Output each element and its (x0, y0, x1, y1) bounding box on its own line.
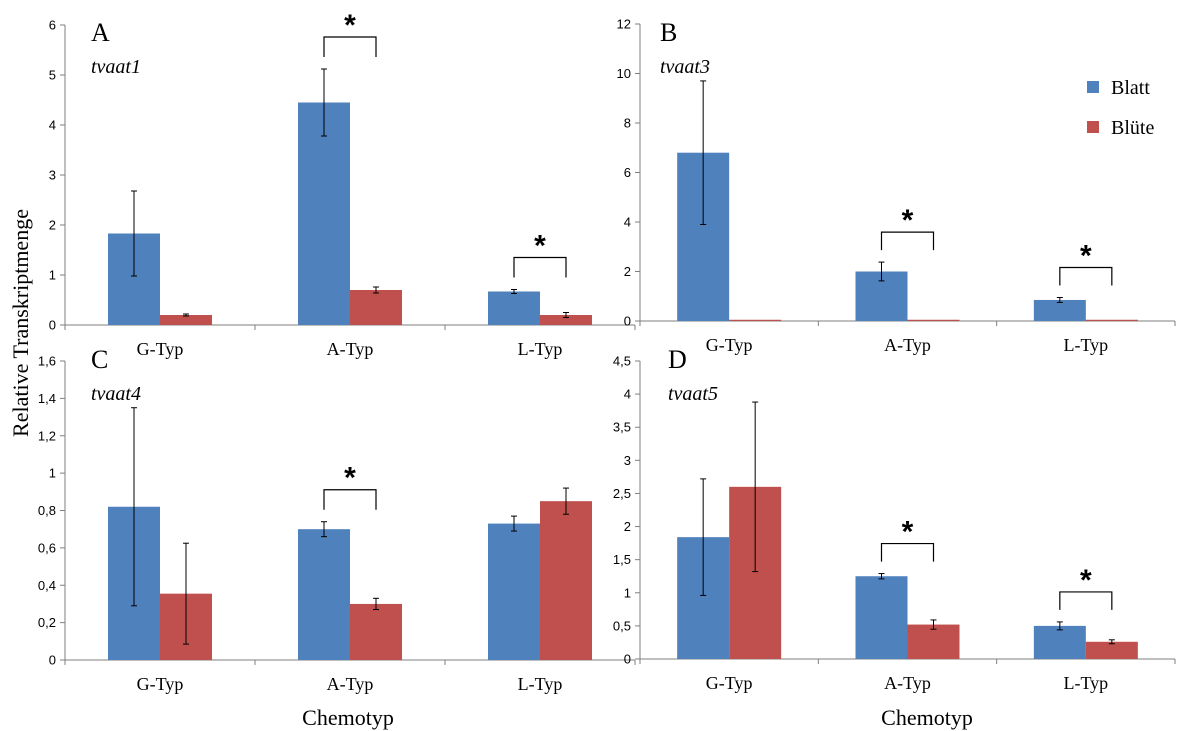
panel-c-gene: tvaat4 (91, 383, 141, 405)
panel-b-gene: tvaat3 (660, 56, 710, 78)
panel-c-significance-bracket (323, 489, 377, 510)
panel-b-ytick-label: 2 (624, 264, 631, 279)
panel-a-ytick-label: 3 (49, 168, 56, 183)
panel-c-ytick-label: 1 (49, 466, 56, 481)
x-axis-title-right: Chemotyp (881, 705, 973, 730)
panel-b-significance-bracket (1059, 266, 1113, 286)
panel-d-significance-star: * (902, 516, 914, 549)
panel-a-significance-bracket (513, 256, 567, 278)
panel-a-bar-blatt (298, 102, 350, 325)
panel-b-ytick-label: 12 (617, 17, 631, 32)
legend-label-blatt: Blatt (1111, 77, 1150, 99)
panel-a-category-label: A-Typ (327, 339, 374, 359)
panel-b-category-label: G-Typ (706, 335, 753, 355)
panel-c-ytick-label: 0,8 (38, 503, 56, 518)
panel-a-bar-bluete (350, 290, 402, 325)
panel-d-bar-blatt (1033, 625, 1086, 659)
panel-c: C tvaat4 0 0,2 0,4 0,6 0,8 1 1,2 1,4 1,6 G-Typ A-T… (38, 345, 636, 694)
panel-b-category-label: L-Typ (1063, 335, 1108, 355)
panel-b-ytick-label: 4 (624, 215, 631, 230)
panel-d-letter: D (668, 345, 687, 374)
panel-b-category-label: A-Typ (884, 335, 931, 355)
panel-d-ytick-label: 2,5 (613, 486, 631, 501)
panel-d-ytick-label: 4,5 (613, 354, 631, 369)
panel-c-category-label: G-Typ (137, 674, 184, 694)
panel-d-category-label: G-Typ (706, 673, 753, 693)
panel-b-ytick-label: 10 (617, 66, 631, 81)
panel-a-gene: tvaat1 (91, 56, 141, 78)
panel-d-significance-bracket (1059, 591, 1113, 610)
panel-c-ytick-label: 0,2 (38, 615, 56, 630)
panel-c-significance-star: * (344, 462, 356, 495)
panel-a-bar-bluete (540, 315, 592, 325)
panel-a-significance-star: * (534, 230, 546, 263)
panel-b-significance-star: * (1080, 239, 1092, 272)
panel-d-gene: tvaat5 (668, 383, 718, 405)
panel-b: B tvaat3 0 2 4 6 8 10 12 G-Typ A-Typ L-Typ * * (617, 17, 1176, 355)
panel-d-significance-bracket (880, 542, 935, 562)
panel-c-bar-blatt (298, 529, 350, 660)
legend-label-bluete: Blüte (1111, 117, 1154, 139)
panel-c-ytick-label: 1,2 (38, 428, 56, 443)
panel-b-letter: B (660, 18, 677, 47)
panel-d-ytick-label: 0,5 (613, 618, 631, 633)
panel-d-bar-bluete (1085, 641, 1138, 659)
panel-c-ytick-label: 0 (49, 653, 56, 668)
panel-c-bar-bluete (350, 603, 402, 660)
panel-d-category-label: A-Typ (884, 673, 931, 693)
panel-d-category-label: L-Typ (1063, 673, 1108, 693)
panel-b-ytick-label: 8 (624, 116, 631, 131)
legend-swatch-blatt (1087, 81, 1099, 93)
panel-a-letter: A (91, 18, 110, 47)
panel-d-ytick-label: 0 (624, 652, 631, 667)
panel-b-bar-bluete (1085, 319, 1138, 321)
panel-b-bar-blatt (1033, 299, 1086, 321)
panel-c-letter: C (91, 345, 108, 374)
panel-d-ytick-label: 1,5 (613, 552, 631, 567)
panel-a-ytick-label: 0 (49, 318, 56, 333)
legend: Blatt Blüte (1087, 77, 1154, 139)
panel-c-bar-blatt (488, 523, 540, 660)
panel-c-bar-bluete (540, 501, 592, 660)
panel-a-ytick-label: 6 (49, 18, 56, 33)
panel-a-category-label: G-Typ (137, 339, 184, 359)
panel-d-ytick-label: 2 (624, 519, 631, 534)
panel-a-ytick-label: 4 (49, 118, 56, 133)
panel-d-bar-blatt (855, 576, 908, 659)
panel-b-ytick-label: 0 (624, 314, 631, 329)
panel-c-ytick-label: 1,6 (38, 354, 56, 369)
panel-d-ytick-label: 4 (624, 387, 631, 402)
panel-d: D tvaat5 0 0,5 1 1,5 2 2,5 3 3,5 4 4,5 G-Typ A-Typ L… (613, 345, 1176, 693)
panel-a-ytick-label: 5 (49, 68, 56, 83)
panel-c-ytick-label: 1,4 (38, 391, 56, 406)
panel-c-category-label: L-Typ (518, 674, 563, 694)
y-axis-title: Relative Transkriptmenge (8, 209, 33, 437)
panel-d-significance-star: * (1080, 564, 1092, 597)
legend-swatch-bluete (1087, 121, 1099, 133)
panel-a-significance-star: * (344, 9, 356, 42)
panel-d-ytick-label: 3,5 (613, 420, 631, 435)
panel-b-significance-star: * (902, 204, 914, 237)
panel-b-significance-bracket (880, 231, 935, 251)
panel-d-bar-bluete (907, 624, 960, 659)
panel-a-ytick-label: 1 (49, 268, 56, 283)
panel-b-bar-bluete (907, 319, 960, 321)
panel-c-category-label: A-Typ (327, 674, 374, 694)
panel-a-bar-bluete (160, 315, 212, 325)
x-axis-title-left: Chemotyp (302, 705, 394, 730)
panel-c-ytick-label: 0,6 (38, 540, 56, 555)
panel-c-ytick-label: 0,4 (38, 578, 56, 593)
panel-a-category-label: L-Typ (518, 339, 563, 359)
panel-b-ytick-label: 6 (624, 165, 631, 180)
panel-a-ytick-label: 2 (49, 218, 56, 233)
panel-d-ytick-label: 3 (624, 453, 631, 468)
panel-a-significance-bracket (323, 36, 377, 57)
panel-a-bar-blatt (488, 291, 540, 325)
panel-b-bar-bluete (729, 319, 782, 321)
panel-d-ytick-label: 1 (624, 585, 631, 600)
